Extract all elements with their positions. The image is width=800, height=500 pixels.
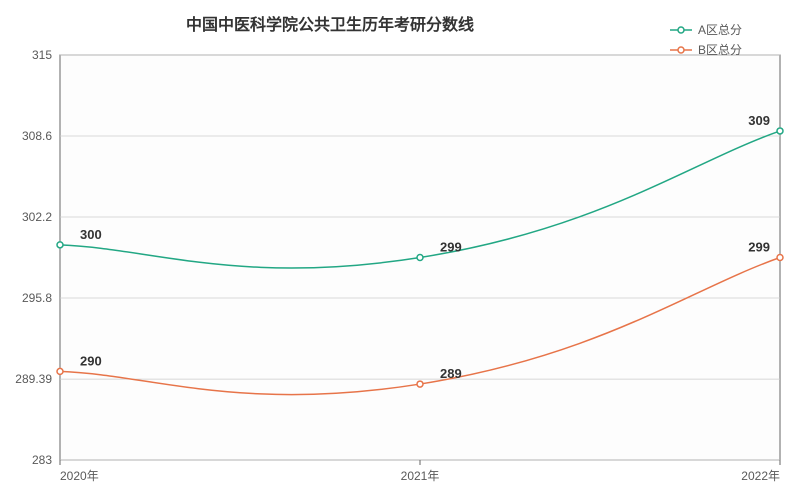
y-tick-label: 315 xyxy=(32,48,52,62)
series-marker xyxy=(417,255,423,261)
legend-swatch-marker xyxy=(678,27,684,33)
y-tick-label: 283 xyxy=(32,453,52,467)
data-label: 300 xyxy=(80,227,102,242)
series-marker xyxy=(57,368,63,374)
series-marker xyxy=(417,381,423,387)
y-tick-label: 308.6 xyxy=(22,129,52,143)
y-tick-label: 302.2 xyxy=(22,210,52,224)
data-label: 289 xyxy=(440,366,462,381)
series-marker xyxy=(57,242,63,248)
y-tick-label: 289.39 xyxy=(15,372,52,386)
chart-title: 中国中医科学院公共卫生历年考研分数线 xyxy=(186,15,474,34)
legend-label: B区总分 xyxy=(698,43,742,57)
x-tick-label: 2020年 xyxy=(60,469,99,483)
y-tick-label: 295.8 xyxy=(22,291,52,305)
x-tick-label: 2021年 xyxy=(401,469,440,483)
series-marker xyxy=(777,255,783,261)
chart-container: 283 289.39 295.8 302.2 308.6 315 2020年 2021年 202… xyxy=(0,0,800,500)
series-marker xyxy=(777,128,783,134)
line-chart: 283 289.39 295.8 302.2 308.6 315 2020年 2021年 202… xyxy=(0,0,800,500)
data-label: 299 xyxy=(440,240,462,255)
x-tick-label: 2022年 xyxy=(741,469,780,483)
data-label: 290 xyxy=(80,353,102,368)
data-label: 309 xyxy=(748,113,770,128)
data-label: 299 xyxy=(748,240,770,255)
legend-swatch-marker xyxy=(678,47,684,53)
legend-label: A区总分 xyxy=(698,23,742,37)
